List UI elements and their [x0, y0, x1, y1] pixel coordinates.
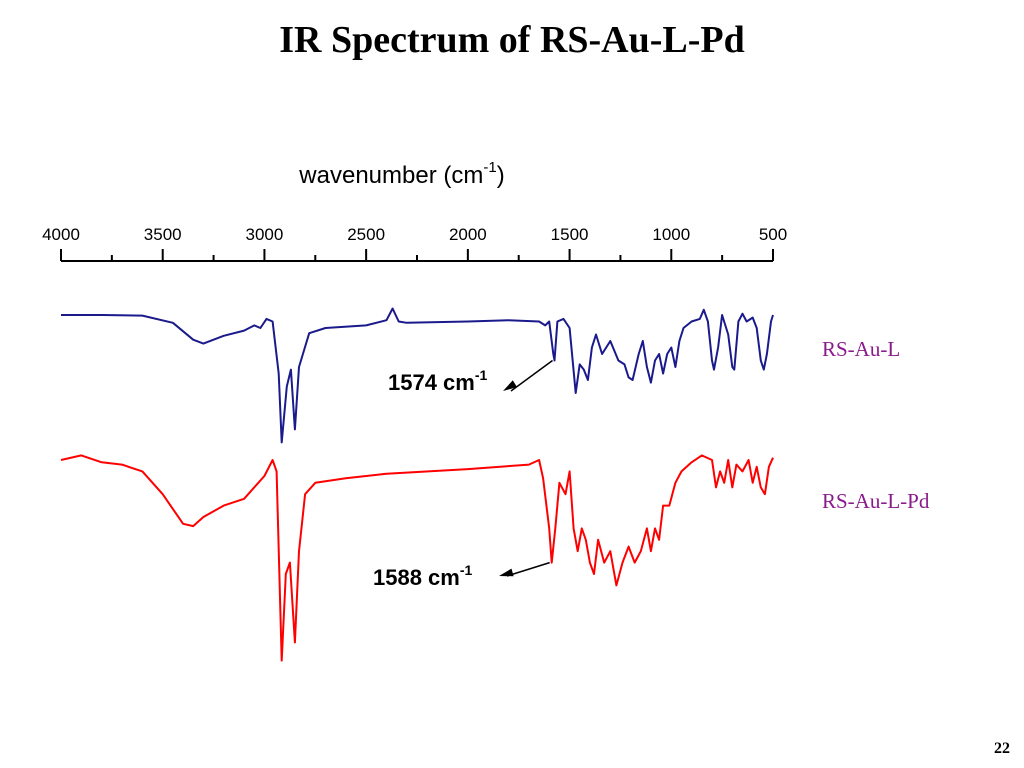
x-tick-label: 1500	[551, 225, 589, 244]
x-tick-label: 4000	[42, 225, 80, 244]
annotation-arrowhead-0	[503, 380, 517, 391]
annotation-arrowhead-1	[499, 568, 514, 577]
peak-annotation-0: 1574 cm-1	[388, 367, 488, 395]
legend-label-0: RS-Au-L	[822, 337, 900, 361]
x-tick-label: 1000	[652, 225, 690, 244]
annotation-arrow-line-1	[506, 561, 550, 577]
peak-annotation-1: 1588 cm-1	[373, 562, 473, 590]
x-tick-label: 500	[759, 225, 787, 244]
series-group	[60, 307, 774, 662]
x-axis-label: wavenumber (cm-1)	[298, 159, 504, 189]
legend: RS-Au-L RS-Au-L-Pd	[822, 337, 930, 513]
x-tick-label: 2000	[449, 225, 487, 244]
x-tick-label: 3000	[246, 225, 284, 244]
x-tick-label: 3500	[144, 225, 182, 244]
annotation-arrow-line-0	[510, 359, 553, 392]
slide-title: IR Spectrum of RS-Au-L-Pd	[279, 19, 745, 61]
page-number: 22	[994, 740, 1010, 757]
x-tick-label: 2500	[347, 225, 385, 244]
annotations: 1574 cm-1 1588 cm-1	[373, 359, 553, 590]
series-line-0	[61, 307, 774, 444]
series-line-1	[60, 454, 774, 662]
x-axis: 4000 3500 3000 2500 2000 1500 1000 500	[42, 225, 787, 262]
legend-label-1: RS-Au-L-Pd	[822, 489, 930, 513]
